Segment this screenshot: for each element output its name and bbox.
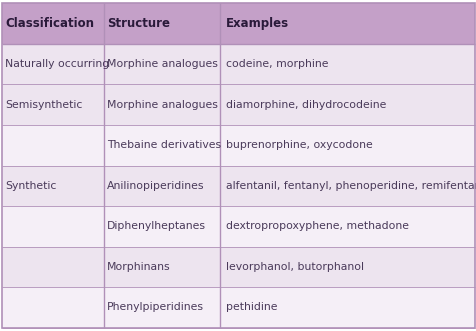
Text: pethidine: pethidine (226, 303, 277, 312)
Bar (2, 44, 474, 84)
Text: Phenylpiperidines: Phenylpiperidines (107, 303, 203, 312)
Text: codeine, morphine: codeine, morphine (226, 59, 328, 69)
Text: Naturally occurring: Naturally occurring (5, 59, 109, 69)
Text: alfentanil, fentanyl, phenoperidine, remifentanil, sufentanyl: alfentanil, fentanyl, phenoperidine, rem… (226, 181, 476, 191)
Bar (2, 206, 474, 247)
Text: levorphanol, butorphanol: levorphanol, butorphanol (226, 262, 363, 272)
Text: Thebaine derivatives: Thebaine derivatives (107, 140, 220, 150)
Text: Classification: Classification (5, 17, 94, 30)
Bar (2, 166, 474, 206)
Text: Synthetic: Synthetic (5, 181, 56, 191)
Text: Morphine analogues: Morphine analogues (107, 59, 217, 69)
Bar (2, 3, 474, 44)
Text: Structure: Structure (107, 17, 169, 30)
Bar (2, 247, 474, 287)
Bar (2, 125, 474, 166)
Bar (2, 84, 474, 125)
Text: diamorphine, dihydrocodeine: diamorphine, dihydrocodeine (226, 100, 386, 110)
Bar (2, 287, 474, 328)
Text: Semisynthetic: Semisynthetic (5, 100, 82, 110)
Text: buprenorphine, oxycodone: buprenorphine, oxycodone (226, 140, 372, 150)
Text: dextropropoxyphene, methadone: dextropropoxyphene, methadone (226, 221, 408, 231)
Text: Examples: Examples (226, 17, 288, 30)
Text: Morphine analogues: Morphine analogues (107, 100, 217, 110)
Text: Diphenylheptanes: Diphenylheptanes (107, 221, 205, 231)
Text: Anilinopiperidines: Anilinopiperidines (107, 181, 204, 191)
Text: Morphinans: Morphinans (107, 262, 170, 272)
